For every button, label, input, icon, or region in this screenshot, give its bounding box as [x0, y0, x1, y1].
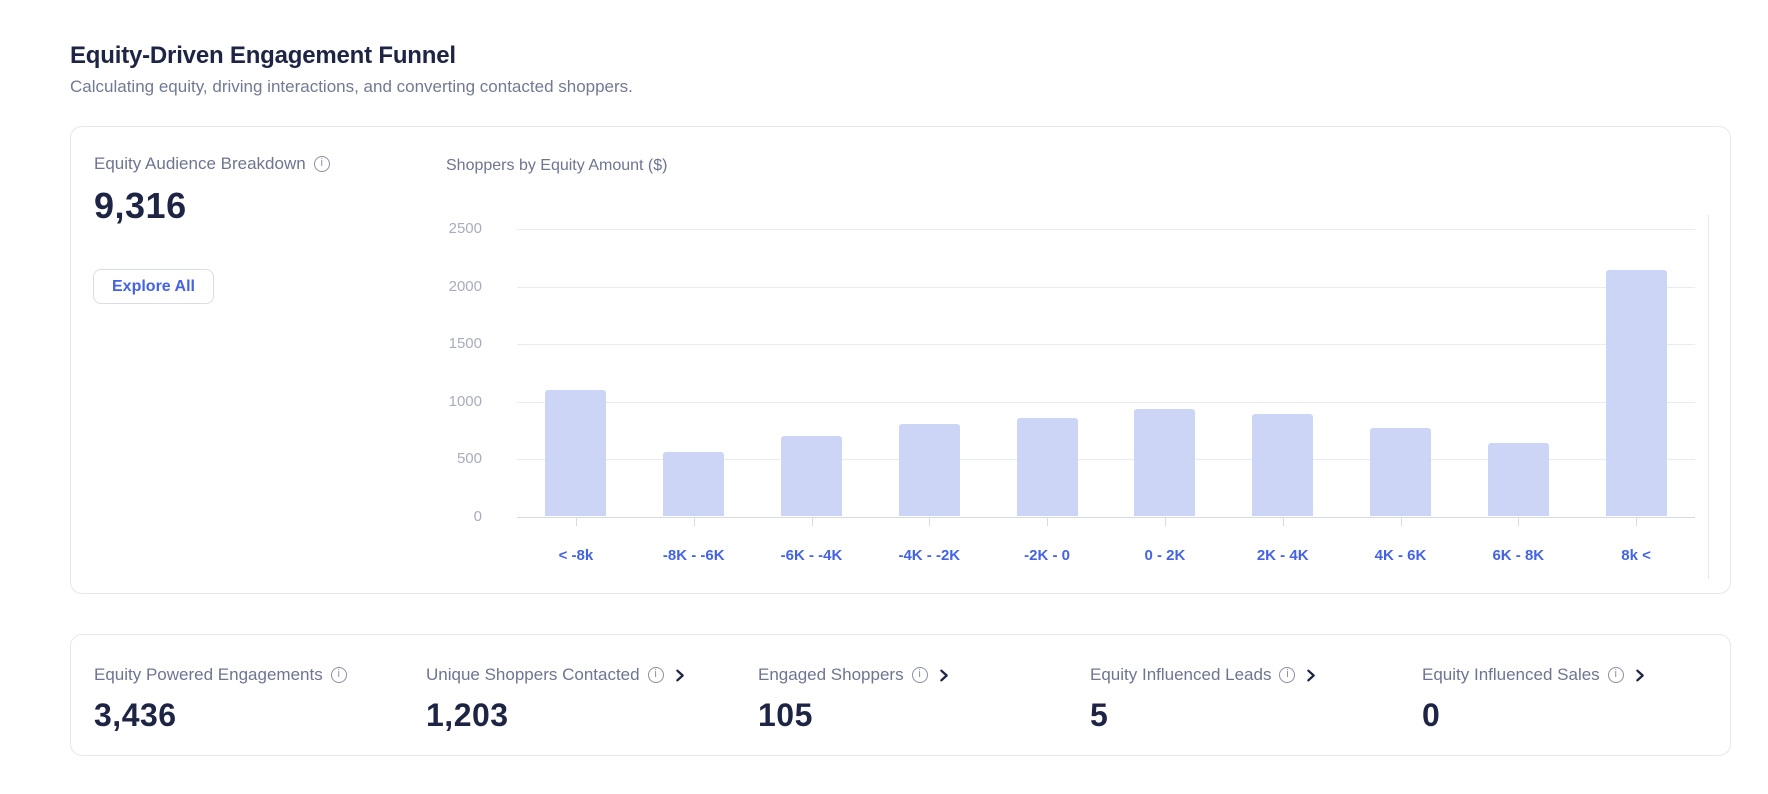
shoppers-by-equity-chart: 0 500 1000 1500 2000 2500 < -8k -8K - -6K -6K - … [449, 220, 1695, 564]
bar--8K - -6K[interactable] [663, 452, 725, 516]
bar-0 - 2K[interactable] [1134, 408, 1196, 516]
chevron-right-icon[interactable] [1303, 668, 1318, 683]
page-subtitle: Calculating equity, driving interactions… [70, 77, 633, 96]
bar-6K - 8K[interactable] [1487, 442, 1549, 516]
audience-breakdown-block: Equity Audience Breakdown i 9,316 [94, 154, 330, 227]
x-axis-label[interactable]: -2K - 0 [1024, 547, 1070, 564]
x-axis-tick [1164, 518, 1166, 526]
explore-all-button[interactable]: Explore All [93, 269, 214, 304]
y-axis-tick-label: 2500 [448, 220, 482, 237]
metric-equity-powered-engagements: Equity Powered Engagements i 3,436 [94, 665, 426, 734]
funnel-metrics-card: Equity Powered Engagements i 3,436 Unique S… [70, 634, 1731, 756]
metric-equity-influenced-sales: Equity Influenced Sales i 0 [1422, 665, 1754, 734]
y-axis-tick-label: 2000 [448, 277, 482, 295]
x-axis-tick [1518, 518, 1520, 526]
y-axis-tick-label: 1500 [448, 335, 482, 353]
metric-label: Engaged Shoppers [758, 665, 904, 684]
chart-right-axis-line [1708, 215, 1709, 579]
chevron-right-icon[interactable] [936, 668, 951, 683]
metric-value: 105 [758, 697, 813, 733]
info-icon[interactable]: i [313, 156, 330, 172]
metric-value: 3,436 [94, 697, 177, 733]
page-title: Equity-Driven Engagement Funnel [70, 42, 456, 69]
x-axis-label[interactable]: 0 - 2K [1144, 547, 1186, 564]
bar-2K - 4K[interactable] [1252, 414, 1314, 516]
y-axis-tick-label: 0 [473, 508, 482, 525]
x-axis-tick [929, 518, 931, 526]
gridline-2500 [517, 229, 1695, 230]
x-axis-label[interactable]: 8k < [1621, 547, 1651, 564]
x-axis-tick [693, 518, 695, 526]
y-axis-tick-label: 1000 [448, 392, 482, 410]
equity-breakdown-card: Equity Audience Breakdown i 9,316 Explor… [70, 126, 1731, 594]
x-axis-label[interactable]: -8K - -6K [662, 547, 725, 564]
x-axis-label[interactable]: -4K - -2K [898, 547, 961, 564]
x-axis-label[interactable]: 6K - 8K [1492, 547, 1545, 564]
metric-engaged-shoppers: Engaged Shoppers i 105 [758, 665, 1090, 734]
x-axis-tick [575, 518, 577, 526]
metric-label: Equity Influenced Leads [1090, 665, 1272, 684]
bar-4K - 6K[interactable] [1370, 427, 1431, 516]
bar--6K - -4K[interactable] [781, 435, 842, 516]
info-icon[interactable]: i [1279, 667, 1296, 683]
x-axis-tick [811, 518, 813, 526]
gridline-500 [517, 459, 1695, 461]
info-icon[interactable]: i [647, 667, 664, 683]
info-icon[interactable]: i [330, 667, 347, 683]
metric-value: 5 [1090, 697, 1109, 733]
metric-equity-influenced-leads: Equity Influenced Leads i 5 [1090, 665, 1422, 734]
audience-breakdown-label: Equity Audience Breakdown [94, 154, 306, 173]
chart-title-row: Shoppers by Equity Amount ($) [446, 157, 667, 175]
x-axis-label[interactable]: -6K - -4K [780, 547, 843, 564]
x-axis-tick [1047, 518, 1049, 526]
metric-unique-shoppers-contacted: Unique Shoppers Contacted i 1,203 [426, 665, 758, 734]
metric-label: Unique Shoppers Contacted [426, 665, 640, 684]
chart-title: Shoppers by Equity Amount ($) [446, 157, 668, 174]
metric-label: Equity Influenced Sales [1422, 665, 1600, 684]
bar-8k <[interactable] [1605, 270, 1667, 516]
bar-< -8k[interactable] [545, 389, 607, 516]
bar--4K - -2K[interactable] [898, 423, 960, 516]
gridline-1000 [517, 401, 1695, 403]
metrics-row: Equity Powered Engagements i 3,436 Unique S… [94, 665, 1720, 734]
x-axis-label[interactable]: < -8k [558, 547, 594, 564]
gridline-0 [517, 517, 1695, 518]
x-axis-tick [1400, 518, 1402, 526]
x-axis-label[interactable]: 2K - 4K [1256, 547, 1309, 564]
x-axis-tick [1282, 518, 1284, 526]
metric-value: 1,203 [426, 697, 509, 733]
metric-label: Equity Powered Engagements [94, 665, 323, 684]
gridline-1500 [517, 344, 1695, 346]
chevron-right-icon[interactable] [1632, 668, 1647, 683]
info-icon[interactable]: i [1607, 667, 1624, 683]
info-icon[interactable]: i [911, 667, 928, 683]
bar--2K - 0[interactable] [1016, 417, 1078, 516]
x-axis-label[interactable]: 4K - 6K [1374, 547, 1427, 564]
audience-total-value: 9,316 [94, 185, 187, 226]
y-axis-tick-label: 500 [456, 450, 482, 468]
chevron-right-icon[interactable] [672, 668, 687, 683]
metric-value: 0 [1422, 697, 1441, 733]
x-axis-tick [1636, 518, 1638, 526]
gridline-2000 [517, 286, 1695, 288]
